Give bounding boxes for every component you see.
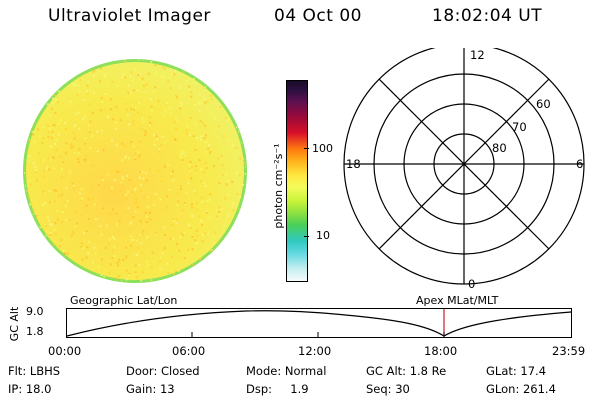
info-ip: IP: 18.0 <box>8 382 52 396</box>
colorbar-tick-mark-10 <box>304 236 309 237</box>
mlt-label-right: 6 <box>576 157 584 171</box>
colorbar-tick-10: 10 <box>316 229 330 242</box>
info-gc-alt: GC Alt: 1.8 Re <box>366 364 447 378</box>
mlt-label-left: 18 <box>346 157 361 171</box>
orbit-ytick-top: 9.0 <box>26 305 44 318</box>
orbit-xtick-label-1: 06:00 <box>172 344 206 358</box>
orbit-altitude-curve <box>66 310 572 337</box>
colorbar <box>286 80 308 282</box>
info-gain: Gain: 13 <box>126 382 175 396</box>
uv-disk-image <box>23 59 247 283</box>
mlt-label-bottom: 0 <box>468 277 476 291</box>
orbit-xtick-label-4: 23:59 <box>552 344 586 358</box>
colorbar-tick-100: 100 <box>312 142 333 155</box>
orbit-right-caption: Apex MLat/MLT <box>416 294 499 307</box>
orbit-plot-frame <box>66 308 572 338</box>
lat-label-70: 70 <box>512 120 527 134</box>
info-glat: GLat: 17.4 <box>486 364 547 378</box>
orbit-left-caption: Geographic Lat/Lon <box>70 294 178 307</box>
info-filter: Flt: LBHS <box>8 364 61 378</box>
lat-label-60: 60 <box>536 97 551 111</box>
info-glon: GLon: 261.4 <box>486 382 556 396</box>
polar-grid <box>343 48 585 285</box>
orbit-xtick-label-0: 00:00 <box>48 344 82 358</box>
orbit-xtick-label-3: 18:00 <box>424 344 458 358</box>
orbit-ylabel: GC Alt <box>8 306 21 342</box>
orbit-altitude-plot <box>66 308 572 338</box>
colorbar-tick-mark-100 <box>304 148 309 149</box>
time-label: 18:02:04 UT <box>432 6 543 26</box>
info-dsp: Dsp: 1.9 <box>246 382 309 396</box>
info-seq: Seq: 30 <box>366 382 410 396</box>
date-label: 04 Oct 00 <box>274 6 362 26</box>
orbit-xtick-label-2: 12:00 <box>298 344 332 358</box>
info-mode: Mode: Normal <box>246 364 327 378</box>
lat-label-80: 80 <box>492 141 507 155</box>
mlt-label-top: 12 <box>470 48 485 62</box>
info-door: Door: Closed <box>126 364 200 378</box>
instrument-title: Ultraviolet Imager <box>48 6 211 26</box>
colorbar-unit-label: photon cm⁻²s⁻¹ <box>272 143 285 229</box>
polar-diagonal-b <box>378 78 550 250</box>
orbit-ytick-bottom: 1.8 <box>26 325 44 338</box>
